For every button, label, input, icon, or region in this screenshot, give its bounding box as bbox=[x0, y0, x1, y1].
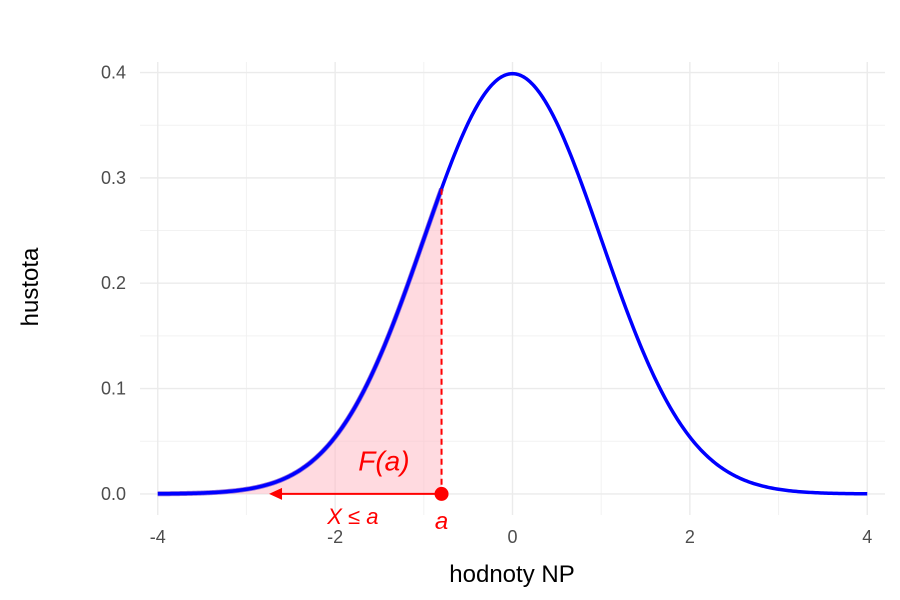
x-tick-label: 2 bbox=[685, 527, 695, 547]
y-tick-labels: 0.0 0.1 0.2 0.3 0.4 bbox=[101, 63, 126, 504]
x-tick-label: -2 bbox=[327, 527, 343, 547]
grid-major bbox=[140, 62, 885, 515]
curve-layer bbox=[157, 71, 868, 496]
y-tick-label: 0.4 bbox=[101, 63, 126, 83]
annotation-layer bbox=[269, 188, 449, 501]
y-tick-label: 0.3 bbox=[101, 168, 126, 188]
y-tick-label: 0.0 bbox=[101, 484, 126, 504]
area-label: F(a) bbox=[358, 445, 409, 476]
shaded-area bbox=[157, 188, 442, 494]
point-label: a bbox=[435, 508, 448, 535]
y-tick-label: 0.1 bbox=[101, 379, 126, 399]
y-axis-title: hustota bbox=[17, 247, 44, 326]
a-point bbox=[434, 486, 449, 501]
x-axis-title: hodnoty NP bbox=[449, 561, 574, 588]
x-tick-labels: -4 -2 0 2 4 bbox=[150, 527, 873, 547]
x-tick-label: 4 bbox=[862, 527, 872, 547]
x-tick-label: -4 bbox=[150, 527, 166, 547]
density-curve bbox=[157, 71, 868, 496]
event-arrow-head bbox=[269, 487, 283, 500]
x-tick-label: 0 bbox=[507, 527, 517, 547]
event-label: X ≤ a bbox=[326, 504, 378, 529]
y-tick-label: 0.2 bbox=[101, 273, 126, 293]
